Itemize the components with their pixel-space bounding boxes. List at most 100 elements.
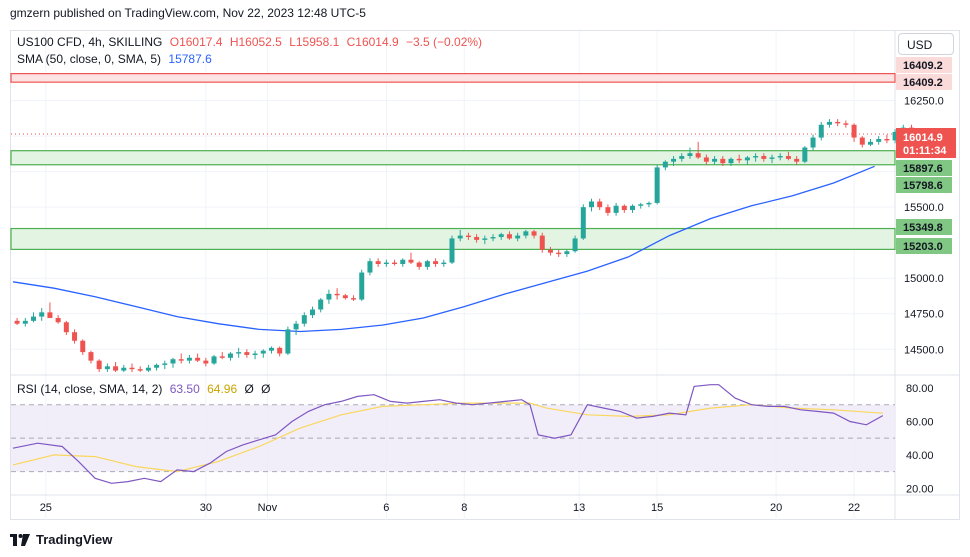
time-tick-label: 6 — [383, 502, 389, 514]
price-tick-label: 16250.0 — [904, 96, 944, 108]
candle — [186, 354, 192, 364]
candle — [47, 302, 53, 319]
rsi-extra-1: Ø — [244, 382, 254, 396]
price-label-bg — [896, 219, 952, 235]
candle-body — [728, 158, 734, 164]
resistance-price-label: 16409.2 — [896, 74, 952, 90]
candle — [252, 350, 258, 360]
candle — [416, 261, 422, 270]
candle-body — [310, 309, 316, 316]
candle-body — [342, 295, 348, 299]
candle-body — [441, 262, 447, 265]
candle — [613, 202, 619, 216]
candle-body — [433, 261, 439, 265]
candle — [876, 136, 882, 145]
candle — [564, 249, 570, 257]
support-price-label: 15897.6 — [896, 160, 952, 176]
chart-frame — [10, 30, 960, 520]
candle-body — [662, 161, 668, 168]
candle-body — [22, 320, 28, 324]
candle-body — [449, 238, 455, 263]
sma-legend: SMA (50, close, 0, SMA, 5) 15787.6 — [17, 52, 216, 66]
time-tick-label: 13 — [573, 502, 585, 514]
candle-body — [129, 367, 135, 370]
candle — [630, 204, 636, 213]
candle-body — [88, 352, 94, 361]
resistance-price-label: 16409.2 — [896, 57, 952, 73]
tradingview-footer[interactable]: TradingView — [10, 532, 112, 547]
candle-body — [318, 299, 324, 310]
sma-value: 15787.6 — [168, 52, 212, 66]
candle — [80, 339, 86, 355]
candle-body — [556, 252, 562, 255]
candle-body — [424, 261, 430, 267]
candle-body — [572, 238, 578, 252]
candle — [547, 246, 553, 256]
candle-body — [687, 153, 693, 157]
sma-label[interactable]: SMA (50, close, 0, SMA, 5) — [17, 52, 162, 66]
symbol-label[interactable]: US100 CFD, 4h, SKILLING — [17, 35, 163, 49]
candle-body — [400, 259, 406, 265]
candle-body — [211, 356, 217, 364]
candle — [572, 235, 578, 253]
time-tick-label: 8 — [461, 502, 467, 514]
candle-body — [794, 158, 800, 162]
rsi-legend: RSI (14, close, SMA, 14, 2) 63.50 64.96 … — [17, 382, 275, 396]
candle — [392, 259, 398, 266]
candle — [777, 153, 783, 161]
candle — [351, 295, 357, 301]
rsi-value: 63.50 — [169, 382, 200, 396]
candle-body — [359, 272, 365, 300]
candle-body — [720, 158, 726, 164]
candle-body — [178, 359, 184, 361]
candle — [129, 363, 135, 372]
candle — [88, 350, 94, 364]
candle-body — [613, 205, 619, 213]
price-tick-label: 15000.0 — [904, 273, 944, 285]
candle-body — [810, 137, 816, 148]
rsi-label[interactable]: RSI (14, close, SMA, 14, 2) — [17, 382, 163, 396]
candle — [104, 363, 110, 372]
candle — [14, 318, 20, 326]
candle — [703, 154, 709, 165]
candle-body — [506, 234, 512, 239]
candle-body — [646, 202, 652, 205]
candle-body — [490, 237, 496, 239]
candle-body — [777, 156, 783, 158]
candle — [121, 364, 127, 372]
currency-button[interactable]: USD — [898, 33, 954, 55]
candle-body — [671, 158, 677, 162]
candle-body — [769, 157, 775, 159]
rsi-tick-label: 40.00 — [906, 450, 934, 462]
price-label-text: 16409.2 — [903, 60, 943, 72]
candle-body — [474, 237, 480, 240]
candle-body — [736, 158, 742, 161]
candle — [556, 249, 562, 257]
candle-body — [851, 124, 857, 138]
candle-body — [351, 298, 357, 300]
candle-body — [539, 235, 545, 250]
current-price-label: 16014.901:11:34 — [896, 128, 956, 158]
candle — [441, 259, 447, 267]
candle-body — [835, 121, 841, 124]
rsi-tick-label: 60.00 — [906, 416, 934, 428]
candle-body — [867, 141, 873, 145]
candle — [178, 353, 184, 364]
time-tick-label: Nov — [258, 502, 278, 514]
candle — [375, 258, 381, 267]
price-tick-label: 14500.0 — [904, 344, 944, 356]
candle — [465, 232, 471, 240]
candle-body — [326, 293, 332, 300]
candle — [884, 134, 890, 144]
candle — [268, 346, 274, 354]
candle — [802, 146, 808, 164]
candle-body — [162, 363, 168, 365]
candle — [72, 329, 78, 344]
candle — [720, 156, 726, 166]
candle-body — [96, 360, 102, 370]
candle — [728, 157, 734, 166]
resistance-zone — [10, 73, 896, 83]
candle — [892, 129, 898, 144]
candle-body — [482, 238, 488, 240]
